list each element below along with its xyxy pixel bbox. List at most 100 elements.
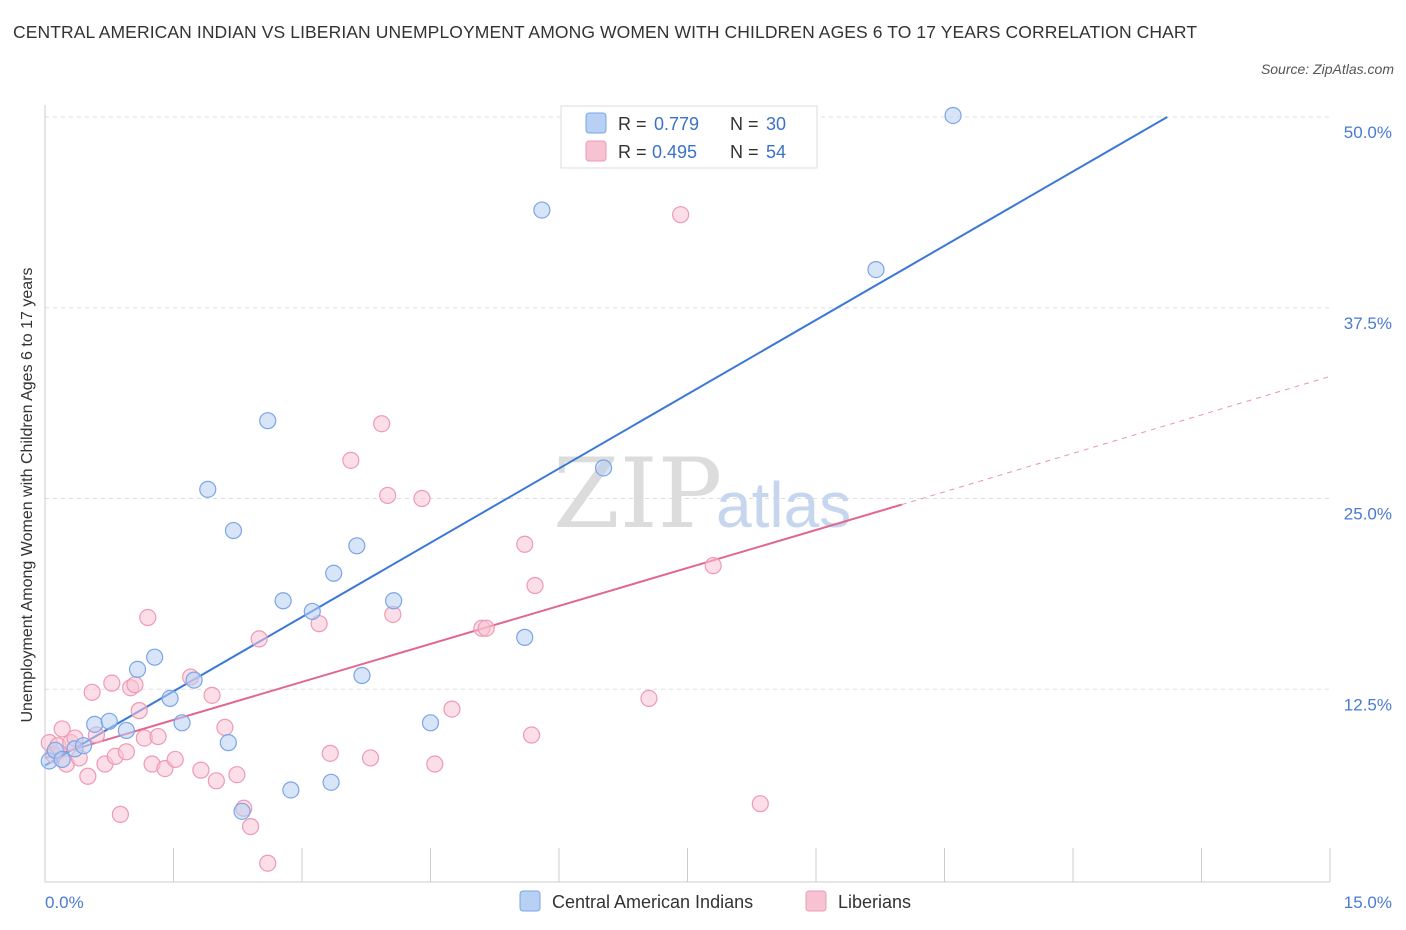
point-central-american-indians bbox=[421, 714, 440, 732]
point-liberians bbox=[207, 772, 225, 790]
point-liberians bbox=[242, 817, 260, 836]
point-liberians bbox=[361, 749, 380, 767]
legend-label-liberians: Liberians bbox=[838, 892, 911, 912]
point-liberians bbox=[111, 805, 129, 823]
point-central-american-indians bbox=[594, 459, 613, 477]
point-central-american-indians bbox=[161, 689, 179, 708]
point-central-american-indians bbox=[86, 715, 104, 733]
point-liberians bbox=[704, 557, 722, 575]
point-central-american-indians bbox=[185, 671, 203, 689]
point-liberians bbox=[426, 755, 444, 773]
point-central-american-indians bbox=[533, 201, 551, 219]
point-central-american-indians bbox=[173, 714, 191, 732]
point-liberians bbox=[526, 576, 544, 595]
point-liberians bbox=[79, 767, 97, 785]
legend-swatch-liberians bbox=[585, 140, 607, 162]
point-liberians bbox=[259, 854, 277, 872]
legend-swatch-central-american-indians bbox=[519, 890, 541, 912]
y-tick-label: 37.5% bbox=[1344, 314, 1392, 333]
legend-label-central-american-indians: Central American Indians bbox=[552, 892, 753, 912]
legend-r-label: R = bbox=[618, 142, 647, 162]
point-central-american-indians bbox=[282, 781, 300, 799]
point-liberians bbox=[342, 451, 360, 469]
series-legend: Central American Indians Liberians bbox=[519, 890, 911, 912]
point-central-american-indians bbox=[353, 666, 371, 685]
point-liberians bbox=[228, 766, 246, 784]
point-central-american-indians bbox=[224, 521, 243, 540]
legend-r-label: R = bbox=[618, 114, 647, 134]
point-liberians bbox=[321, 744, 339, 762]
legend-n-value: 30 bbox=[766, 114, 786, 134]
point-central-american-indians bbox=[322, 773, 340, 791]
watermark: ZIP atlas bbox=[553, 438, 851, 550]
gridlines bbox=[45, 116, 1330, 690]
point-liberians bbox=[477, 619, 495, 637]
point-central-american-indians bbox=[259, 412, 277, 430]
legend-r-value: 0.495 bbox=[652, 142, 697, 162]
point-central-american-indians bbox=[385, 592, 403, 610]
legend-n-value: 54 bbox=[766, 142, 786, 162]
y-tick-label: 25.0% bbox=[1344, 505, 1392, 524]
point-liberians bbox=[216, 718, 234, 737]
legend-swatch-liberians bbox=[805, 890, 827, 912]
legend-n-label: N = bbox=[730, 142, 759, 162]
point-central-american-indians bbox=[944, 106, 962, 125]
point-liberians bbox=[522, 726, 541, 744]
point-central-american-indians bbox=[74, 737, 93, 755]
point-liberians bbox=[83, 683, 101, 701]
point-central-american-indians bbox=[867, 261, 885, 279]
point-central-american-indians bbox=[233, 802, 251, 820]
point-liberians bbox=[130, 702, 148, 720]
trend-line-liberians bbox=[44, 503, 902, 759]
point-central-american-indians bbox=[117, 721, 135, 740]
point-liberians bbox=[250, 630, 268, 648]
point-central-american-indians bbox=[274, 592, 292, 610]
legend-r-value: 0.779 bbox=[654, 114, 699, 134]
point-central-american-indians bbox=[53, 750, 71, 769]
point-liberians bbox=[516, 535, 534, 553]
watermark-atlas: atlas bbox=[716, 469, 851, 541]
y-tick-label: 12.5% bbox=[1344, 695, 1392, 714]
point-liberians bbox=[53, 720, 71, 738]
point-liberians bbox=[379, 486, 397, 505]
point-liberians bbox=[126, 676, 144, 694]
tick-labels: 12.5% 25.0% 37.5% 50.0% 0.0% 15.0% bbox=[45, 123, 1392, 912]
point-central-american-indians bbox=[100, 712, 118, 730]
y-tick-label: 50.0% bbox=[1344, 123, 1392, 142]
legend-swatch-central-american-indians bbox=[585, 112, 607, 134]
watermark-zip: ZIP bbox=[553, 438, 722, 550]
point-liberians bbox=[373, 415, 391, 433]
x-tick-label: 0.0% bbox=[45, 893, 84, 912]
point-liberians bbox=[166, 750, 184, 769]
point-central-american-indians bbox=[219, 734, 237, 752]
source-credit: Source: ZipAtlas.com bbox=[1260, 61, 1394, 77]
point-central-american-indians bbox=[325, 564, 343, 582]
trend-line-liberians-extension bbox=[901, 375, 1331, 506]
point-liberians bbox=[103, 674, 121, 692]
trend-line-central-american-indians bbox=[44, 116, 1168, 767]
data-points bbox=[40, 106, 962, 872]
point-central-american-indians bbox=[146, 648, 164, 666]
legend-n-label: N = bbox=[730, 114, 759, 134]
x-tick-label: 15.0% bbox=[1344, 893, 1392, 912]
point-liberians bbox=[117, 743, 135, 761]
point-central-american-indians bbox=[128, 660, 147, 679]
point-liberians bbox=[443, 700, 461, 718]
point-liberians bbox=[192, 761, 210, 779]
point-central-american-indians bbox=[348, 537, 366, 555]
axes bbox=[44, 105, 1331, 883]
trend-lines bbox=[44, 116, 1331, 767]
point-liberians bbox=[672, 206, 690, 224]
point-central-american-indians bbox=[303, 602, 321, 621]
point-liberians bbox=[203, 686, 221, 704]
point-central-american-indians bbox=[516, 628, 534, 646]
point-liberians bbox=[413, 489, 431, 508]
point-liberians bbox=[640, 689, 658, 708]
point-liberians bbox=[149, 727, 167, 746]
point-central-american-indians bbox=[199, 480, 217, 498]
legend: R = 0.779 N = 30 R = 0.495 N = 54 bbox=[560, 105, 818, 169]
chart-title: CENTRAL AMERICAN INDIAN VS LIBERIAN UNEM… bbox=[13, 22, 1198, 42]
point-liberians bbox=[751, 795, 769, 813]
point-liberians bbox=[139, 608, 157, 627]
